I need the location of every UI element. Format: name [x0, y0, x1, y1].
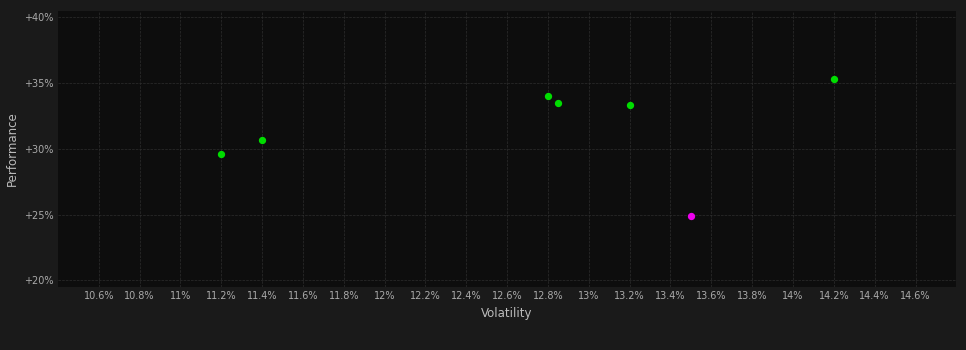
Point: [826, 76, 841, 82]
Point: [213, 151, 229, 157]
Point: [254, 137, 270, 142]
Y-axis label: Performance: Performance: [6, 111, 18, 186]
Point: [540, 93, 555, 99]
X-axis label: Volatility: Volatility: [481, 307, 533, 320]
Point: [551, 100, 566, 105]
Point: [683, 213, 698, 219]
Point: [622, 103, 638, 108]
